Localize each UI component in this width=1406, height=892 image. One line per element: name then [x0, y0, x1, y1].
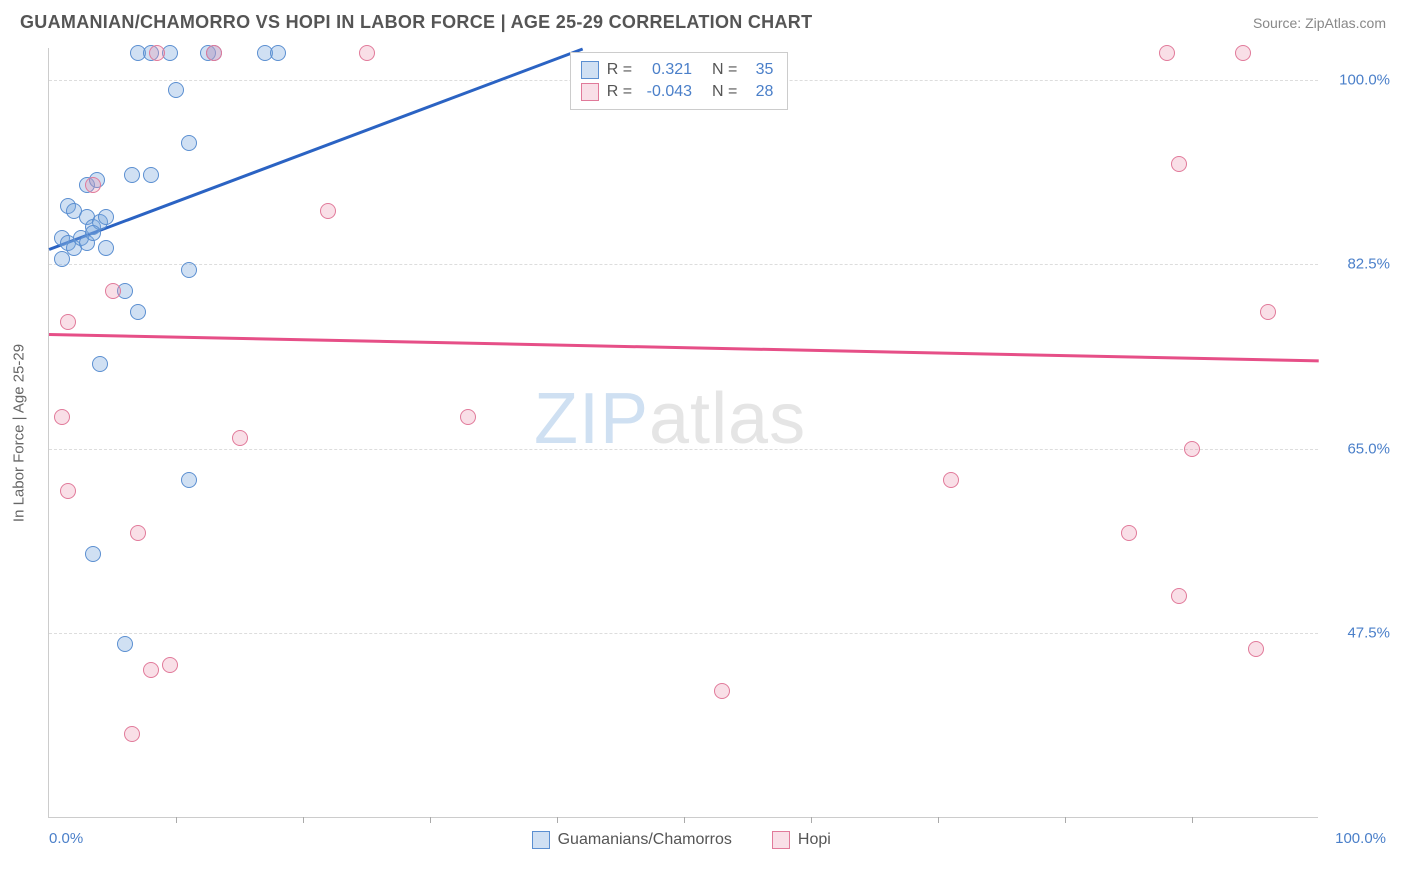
- r-value: 0.321: [640, 61, 692, 79]
- data-point: [85, 177, 101, 193]
- trend-line: [49, 48, 583, 251]
- x-tick: [1192, 817, 1193, 823]
- chart-source: Source: ZipAtlas.com: [1253, 15, 1386, 31]
- n-value: 28: [745, 83, 773, 101]
- legend-label: Hopi: [798, 831, 831, 849]
- legend-label: Guamanians/Chamorros: [558, 831, 732, 849]
- data-point: [168, 82, 184, 98]
- data-point: [232, 430, 248, 446]
- data-point: [181, 472, 197, 488]
- legend-swatch: [532, 831, 550, 849]
- data-point: [85, 225, 101, 241]
- data-point: [117, 636, 133, 652]
- y-tick-label: 65.0%: [1326, 440, 1390, 457]
- data-point: [105, 283, 121, 299]
- data-point: [181, 262, 197, 278]
- watermark: ZIPatlas: [534, 378, 806, 460]
- data-point: [270, 45, 286, 61]
- legend-item: Guamanians/Chamorros: [532, 831, 732, 849]
- n-label: N =: [712, 83, 737, 101]
- x-tick: [811, 817, 812, 823]
- r-label: R =: [607, 61, 632, 79]
- x-axis-min-label: 0.0%: [49, 830, 83, 847]
- x-tick: [938, 817, 939, 823]
- data-point: [162, 657, 178, 673]
- data-point: [1171, 588, 1187, 604]
- legend-row: R = 0.321 N = 35: [581, 59, 774, 81]
- data-point: [460, 409, 476, 425]
- data-point: [149, 45, 165, 61]
- x-tick: [684, 817, 685, 823]
- legend-row: R = -0.043 N = 28: [581, 81, 774, 103]
- data-point: [124, 167, 140, 183]
- data-point: [54, 409, 70, 425]
- data-point: [130, 304, 146, 320]
- data-point: [130, 525, 146, 541]
- data-point: [359, 45, 375, 61]
- y-axis-title: In Labor Force | Age 25-29: [11, 343, 28, 521]
- trend-line: [49, 333, 1319, 362]
- scatter-plot-area: In Labor Force | Age 25-29 ZIPatlas 100.…: [48, 48, 1318, 818]
- legend-swatch: [772, 831, 790, 849]
- data-point: [98, 240, 114, 256]
- gridline: [49, 264, 1318, 265]
- x-tick: [1065, 817, 1066, 823]
- chart-header: GUAMANIAN/CHAMORRO VS HOPI IN LABOR FORC…: [0, 0, 1406, 39]
- y-tick-label: 100.0%: [1326, 71, 1390, 88]
- legend-swatch: [581, 83, 599, 101]
- x-tick: [176, 817, 177, 823]
- x-tick: [430, 817, 431, 823]
- data-point: [943, 472, 959, 488]
- data-point: [714, 683, 730, 699]
- data-point: [143, 662, 159, 678]
- x-tick: [557, 817, 558, 823]
- n-value: 35: [745, 61, 773, 79]
- gridline: [49, 449, 1318, 450]
- data-point: [92, 356, 108, 372]
- data-point: [181, 135, 197, 151]
- data-point: [143, 167, 159, 183]
- data-point: [1260, 304, 1276, 320]
- legend-swatch: [581, 61, 599, 79]
- correlation-stats-legend: R = 0.321 N = 35 R = -0.043 N = 28: [570, 52, 789, 110]
- r-value: -0.043: [640, 83, 692, 101]
- r-label: R =: [607, 83, 632, 101]
- data-point: [1171, 156, 1187, 172]
- gridline: [49, 633, 1318, 634]
- data-point: [1159, 45, 1175, 61]
- data-point: [1235, 45, 1251, 61]
- data-point: [1184, 441, 1200, 457]
- legend-item: Hopi: [772, 831, 831, 849]
- data-point: [85, 546, 101, 562]
- y-tick-label: 47.5%: [1326, 625, 1390, 642]
- data-point: [1121, 525, 1137, 541]
- x-axis-max-label: 100.0%: [1335, 830, 1386, 847]
- data-point: [54, 251, 70, 267]
- chart-title: GUAMANIAN/CHAMORRO VS HOPI IN LABOR FORC…: [20, 12, 812, 33]
- data-point: [1248, 641, 1264, 657]
- data-point: [320, 203, 336, 219]
- data-point: [124, 726, 140, 742]
- data-point: [60, 483, 76, 499]
- x-tick: [303, 817, 304, 823]
- data-point: [206, 45, 222, 61]
- data-point: [98, 209, 114, 225]
- n-label: N =: [712, 61, 737, 79]
- y-tick-label: 82.5%: [1326, 256, 1390, 273]
- data-point: [60, 314, 76, 330]
- series-legend: Guamanians/Chamorros Hopi: [532, 831, 831, 849]
